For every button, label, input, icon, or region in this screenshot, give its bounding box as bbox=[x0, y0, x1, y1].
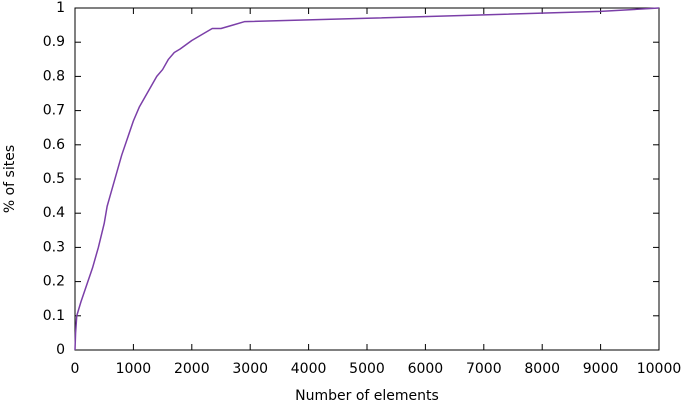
x-tick-label: 7000 bbox=[466, 361, 502, 377]
y-tick-label: 0.7 bbox=[43, 103, 65, 119]
x-tick-label: 0 bbox=[71, 361, 80, 377]
y-tick-label: 0.6 bbox=[43, 137, 65, 153]
x-tick-label: 1000 bbox=[116, 361, 152, 377]
x-tick-label: 3000 bbox=[232, 361, 268, 377]
x-tick-label: 2000 bbox=[174, 361, 210, 377]
data-line bbox=[74, 7, 660, 351]
x-tick-label: 6000 bbox=[408, 361, 444, 377]
plot-border bbox=[74, 7, 660, 351]
x-axis-label: Number of elements bbox=[295, 388, 439, 404]
y-axis-label: % of sites bbox=[2, 145, 18, 213]
x-tick-label: 9000 bbox=[583, 361, 619, 377]
y-tick-label: 0.3 bbox=[43, 239, 65, 255]
y-tick-label: 0.4 bbox=[43, 205, 65, 221]
y-tick-label: 0.5 bbox=[43, 171, 65, 187]
y-tick-label: 0 bbox=[56, 342, 65, 358]
y-tick-label: 1 bbox=[56, 0, 65, 16]
x-tick-label: 5000 bbox=[349, 361, 385, 377]
y-tick-label: 0.2 bbox=[43, 274, 65, 290]
y-tick-label: 0.9 bbox=[43, 34, 65, 50]
x-tick-label: 8000 bbox=[524, 361, 560, 377]
x-tick-label: 10000 bbox=[637, 361, 682, 377]
y-tick-label: 0.1 bbox=[43, 308, 65, 324]
x-tick-label: 4000 bbox=[291, 361, 327, 377]
y-tick-label: 0.8 bbox=[43, 68, 65, 84]
